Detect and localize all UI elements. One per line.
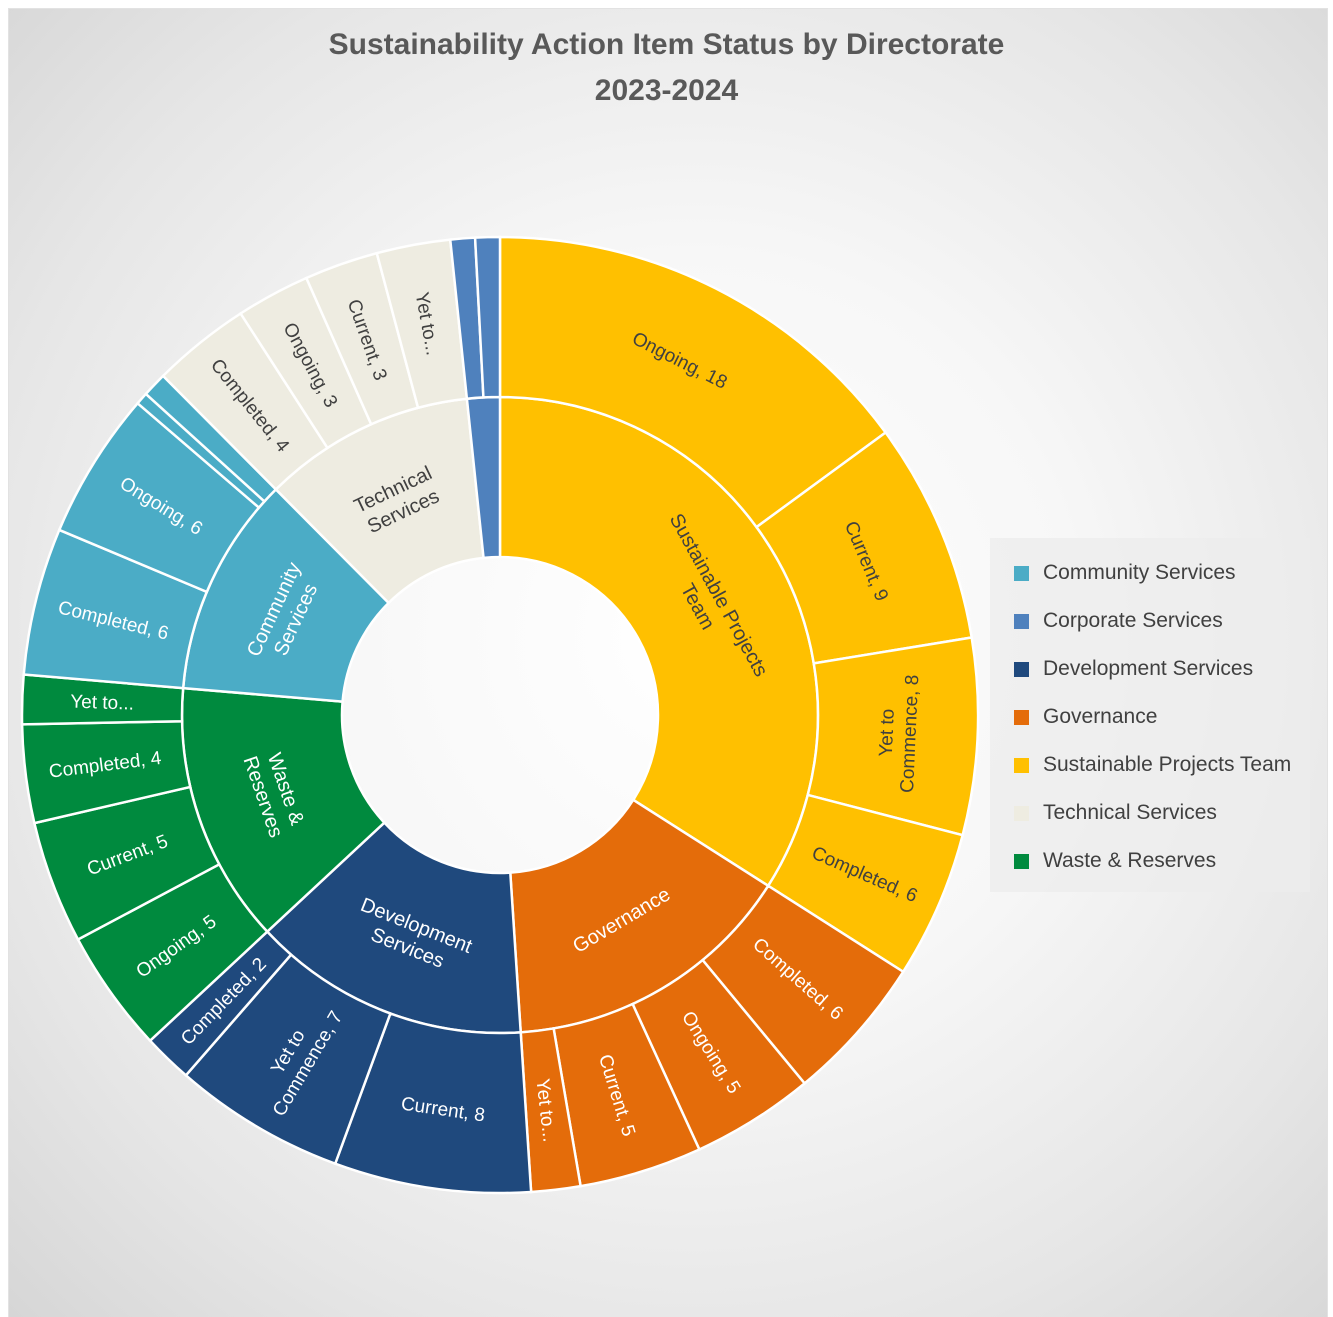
legend-label-corporate-services: Corporate Services [1043,609,1223,632]
legend-swatch-technical-services [1014,805,1029,821]
legend-item-community-services: Community Services [1014,560,1236,586]
legend-swatch-corporate-services [1014,613,1029,629]
segment-label-sustainable-projects-team-yet-to-commence: Yet toCommence, 8 [874,673,923,793]
legend-item-sustainable-projects-team: Sustainable Projects Team [1014,752,1291,778]
segment-corporate-services-item-1 [473,235,502,399]
segment-label-waste-and-reserves-yet-to-commence: Yet to... [70,692,134,715]
legend-item-governance: Governance [1014,704,1157,730]
legend-swatch-waste-and-reserves [1014,853,1029,869]
legend-label-waste-and-reserves: Waste & Reserves [1043,849,1217,872]
legend-swatch-sustainable-projects-team [1014,757,1029,773]
chart-title: Sustainability Action Item Status by Dir… [328,28,1005,61]
legend-item-corporate-services: Corporate Services [1014,608,1223,634]
legend-item-waste-and-reserves: Waste & Reserves [1014,848,1216,874]
legend-item-development-services: Development Services [1014,656,1253,682]
legend-swatch-governance [1014,709,1029,725]
legend-label-community-services: Community Services [1043,561,1236,584]
chart-legend: Community Services Corporate Services Deve… [990,538,1310,892]
legend-swatch-development-services [1014,661,1029,677]
legend-swatch-community-services [1014,565,1029,581]
legend-label-development-services: Development Services [1043,657,1254,680]
legend-label-governance: Governance [1043,705,1158,728]
chart-subtitle: 2023-2024 [594,74,739,107]
legend-label-sustainable-projects-team: Sustainable Projects Team [1043,753,1292,776]
legend-label-technical-services: Technical Services [1043,801,1217,824]
legend-item-technical-services: Technical Services [1014,800,1217,826]
